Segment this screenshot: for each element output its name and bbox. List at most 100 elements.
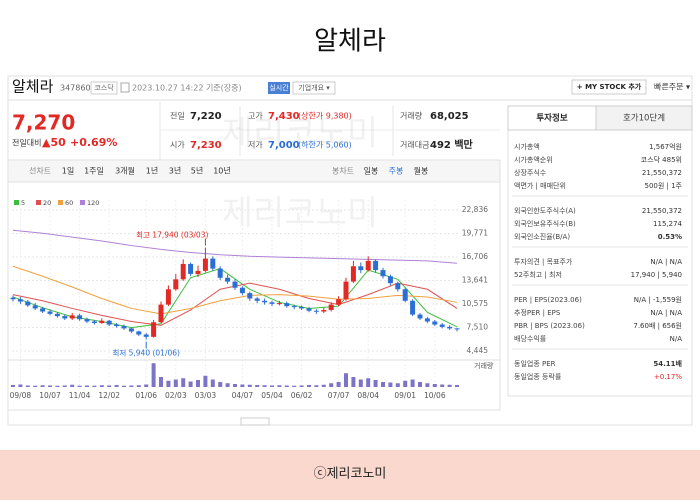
ma-line (12, 229, 458, 264)
candle-body (91, 321, 97, 324)
candle-body (328, 304, 334, 310)
watermark: 제리코노미 (222, 194, 378, 234)
candle-body (225, 277, 231, 282)
volume-bar (129, 385, 134, 387)
candle-body (380, 270, 386, 277)
period-tab[interactable]: 1일 (62, 167, 74, 176)
legend-label: 5 (21, 199, 25, 207)
period-tab[interactable]: 5년 (191, 166, 203, 176)
candle-body (402, 289, 408, 301)
info-label: 배당수익률 (514, 334, 547, 343)
info-tab-label[interactable]: 호가10단계 (623, 113, 665, 124)
candle-tab: 봉차트 (332, 167, 354, 176)
candle-body (114, 324, 120, 327)
mystock[interactable]: + MY STOCK 추가 (577, 82, 642, 91)
candle-body (417, 314, 423, 319)
legend-swatch (58, 200, 63, 205)
candle-tab[interactable]: 월봉 (414, 166, 429, 176)
info-label: PER | EPS(2023.06) (514, 296, 582, 304)
candle-body (299, 306, 305, 309)
y-tick-label: 22,836 (462, 205, 488, 214)
candle-body (210, 258, 216, 269)
volume-bar (196, 380, 200, 387)
summary-value: 492 백만 (430, 138, 474, 151)
candle-tab[interactable]: 일봉 (364, 167, 379, 176)
x-tick-label: 10/06 (424, 391, 446, 400)
volume-bar (418, 382, 422, 387)
volume-bar (48, 385, 52, 387)
candle-body (84, 319, 90, 322)
info-label: 추정PER | EPS (514, 308, 561, 317)
candle-body (410, 300, 416, 315)
volume-bar (99, 385, 104, 387)
volume-bar (33, 385, 38, 387)
candle-tab[interactable]: 주봉 (389, 167, 404, 176)
watermark: 제리코노미 (222, 114, 378, 154)
x-tick-label: 01/06 (135, 391, 157, 400)
period-tab[interactable]: 3개월 (115, 166, 135, 176)
stock-code: 347860 (60, 84, 91, 93)
market: 코스닥 (94, 83, 114, 92)
candle-body (447, 326, 453, 329)
quick-order[interactable]: 빠른주문 ▾ (654, 82, 690, 92)
overview[interactable]: 기업개요 ▾ (298, 83, 330, 92)
candle-body (136, 331, 142, 335)
info-value: N/A | N/A (650, 258, 682, 266)
candle-body (158, 304, 164, 323)
info-tab[interactable] (595, 105, 693, 131)
volume-bar (455, 385, 459, 387)
info-panel (507, 105, 693, 397)
candle-body (54, 313, 60, 317)
candle-body (17, 299, 23, 302)
volume-bar (166, 380, 171, 387)
candle-body (69, 315, 75, 319)
info-label: 52주최고 | 최저 (514, 270, 562, 279)
period-tab[interactable]: 1주일 (84, 167, 104, 176)
volume-label: 거래량 (474, 361, 494, 370)
volume-bar (381, 382, 385, 387)
volume-bar (329, 383, 334, 387)
y-tick-label: 19,771 (462, 229, 488, 238)
candle-body (291, 306, 297, 308)
candle-body (247, 293, 253, 299)
info-tab-active[interactable] (507, 105, 597, 131)
legend-swatch (80, 200, 85, 205)
y-tick-label: 10,575 (462, 299, 488, 308)
legend-label: 20 (43, 199, 51, 207)
info-tab-label[interactable]: 투자정보 (536, 113, 567, 124)
overview-button[interactable] (292, 81, 336, 95)
change-label: 전일대비 (12, 138, 41, 148)
summary-label: 거래량 (400, 111, 423, 121)
volume-bar (240, 384, 245, 387)
mystock-button[interactable] (571, 79, 647, 95)
x-tick-label: 05/04 (261, 391, 283, 400)
period-tab[interactable]: 3년 (169, 166, 181, 176)
candle-body (40, 308, 46, 312)
volume-bar (159, 377, 163, 387)
footer-band (0, 450, 700, 500)
info-label: 상장주식수 (514, 168, 547, 177)
volume-bar (70, 384, 75, 387)
candle-body (188, 263, 194, 274)
candle-body (454, 328, 460, 330)
x-tick-label: 06/02 (291, 391, 313, 400)
summary-label: 전일 (170, 111, 185, 121)
ma-line (12, 265, 458, 315)
volume-bar (351, 377, 356, 387)
volume-bar (321, 384, 326, 387)
period-tab[interactable]: 1년 (146, 166, 158, 176)
annotation: 최저 5,940 (01/06) (112, 348, 180, 358)
candle-body (350, 266, 356, 282)
candle-body (336, 299, 342, 305)
volume-bar (173, 379, 178, 387)
y-tick-label: 13,641 (462, 276, 488, 285)
candle-body (202, 258, 208, 271)
candle-body (439, 324, 445, 327)
candle-body (62, 316, 68, 319)
info-value: +0.17% (654, 373, 682, 381)
volume-bar (210, 379, 215, 387)
candle-body (232, 281, 238, 288)
period-tab[interactable]: 10년 (213, 166, 231, 176)
candle-body (143, 334, 149, 337)
resize-handle[interactable] (240, 417, 270, 426)
